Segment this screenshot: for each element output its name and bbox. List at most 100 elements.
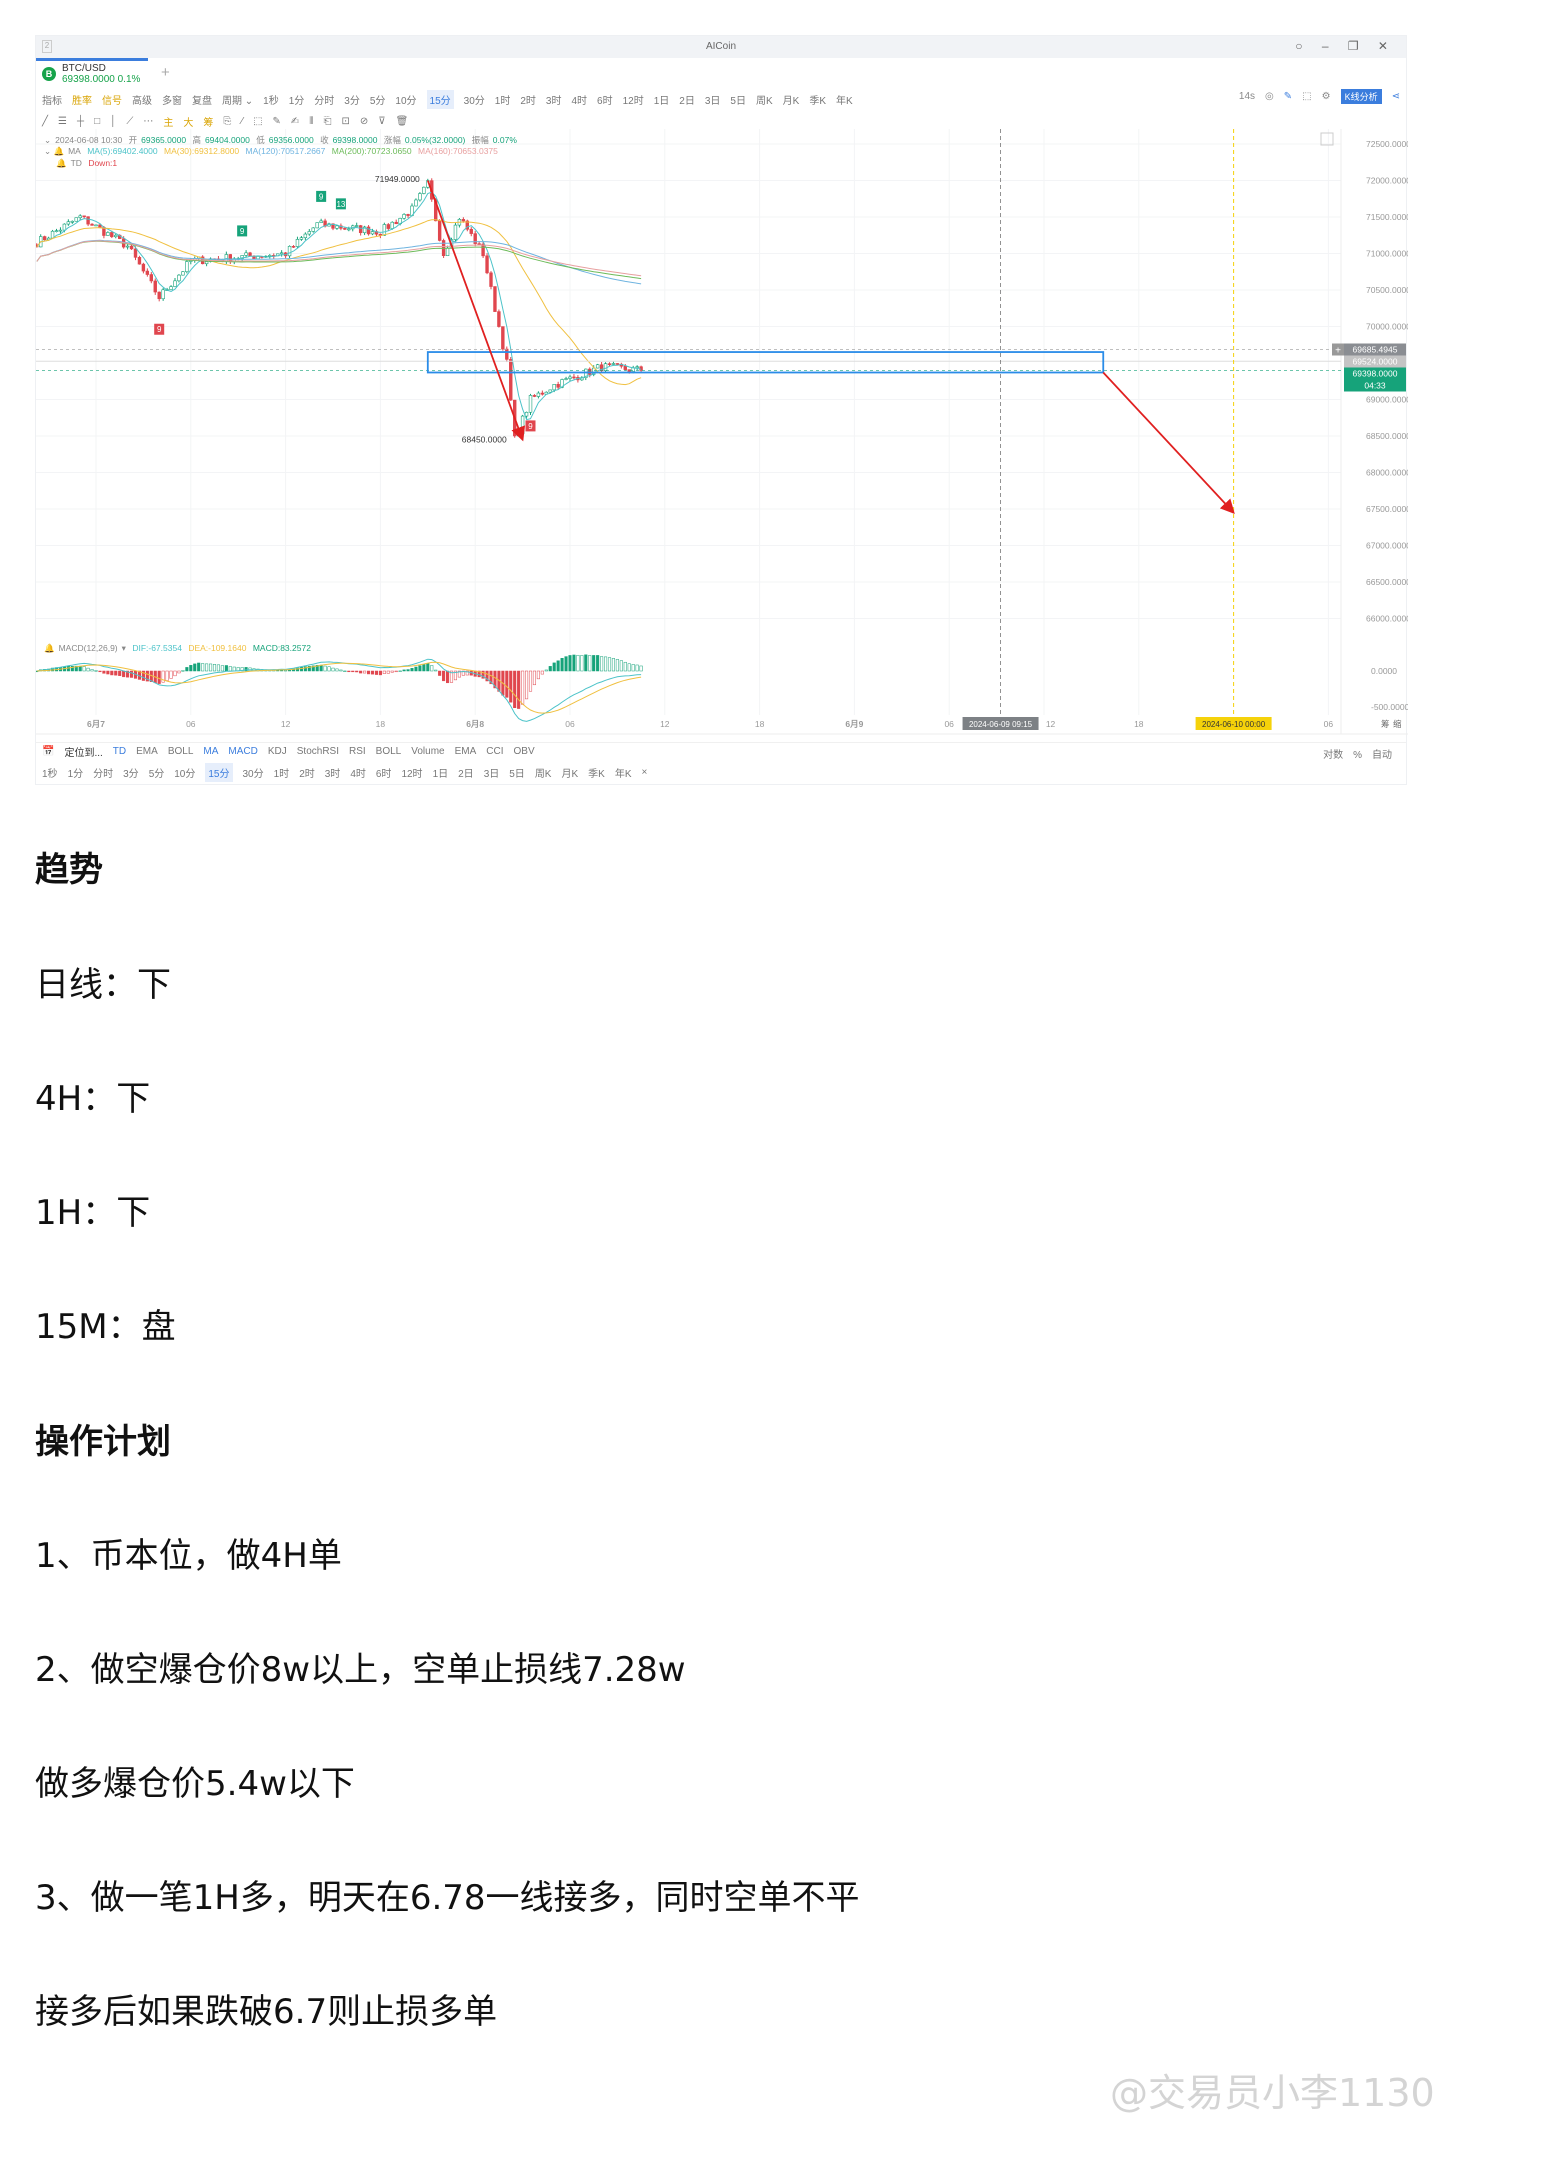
window-icon[interactable]: ⬚ xyxy=(1302,91,1312,102)
period-10[interactable]: 3时 xyxy=(324,768,341,780)
period-11[interactable]: 4时 xyxy=(350,768,366,780)
drawing-tool-icon[interactable]: ⎘ xyxy=(223,115,232,127)
period-6[interactable]: 15分 xyxy=(426,89,454,109)
period-7[interactable]: 30分 xyxy=(242,768,264,780)
period-15[interactable]: 2日 xyxy=(679,95,695,107)
toolbar-item[interactable]: 指标 xyxy=(42,95,62,107)
period-5[interactable]: 10分 xyxy=(395,95,417,107)
period-20[interactable]: 季K xyxy=(809,95,826,107)
period-16[interactable]: 3日 xyxy=(483,768,500,780)
period-8[interactable]: 1时 xyxy=(273,768,290,780)
sub-indicator[interactable]: Volume xyxy=(411,746,445,757)
period-8[interactable]: 1时 xyxy=(494,95,511,107)
drawing-tool-icon[interactable]: 主 xyxy=(163,117,174,129)
drawing-tool-icon[interactable]: ☰ xyxy=(58,115,67,127)
trend-arrow[interactable] xyxy=(426,180,526,442)
period-9[interactable]: 2时 xyxy=(299,768,315,780)
period-0[interactable]: 1秒 xyxy=(263,95,279,107)
add-tab-button[interactable]: + xyxy=(161,64,170,81)
drawing-tool-icon[interactable]: ⎗ xyxy=(323,115,332,127)
sub-indicator[interactable]: StochRSI xyxy=(296,746,339,757)
drawing-tool-icon[interactable]: ⬚ xyxy=(253,115,263,127)
period-7[interactable]: 30分 xyxy=(463,95,485,107)
period-18[interactable]: 周K xyxy=(534,768,552,780)
settings-icon[interactable]: ⚙ xyxy=(1321,91,1331,102)
drawing-tool-icon[interactable]: │ xyxy=(110,115,117,127)
main-indicator[interactable]: EMA xyxy=(136,746,158,757)
period-14[interactable]: 1日 xyxy=(653,95,670,107)
toolbar-item[interactable]: 胜率 xyxy=(72,95,92,107)
axis-option[interactable]: 缩 xyxy=(1393,719,1402,729)
period-19[interactable]: 月K xyxy=(561,768,579,780)
toolbar-item[interactable]: 周期 ⌄ xyxy=(222,95,254,107)
period-9[interactable]: 2时 xyxy=(520,95,536,107)
period-14[interactable]: 1日 xyxy=(432,768,449,780)
price-chart[interactable]: 72500.0000 72000.0000 71500.0000 71000.0000… xyxy=(36,129,1408,749)
camera-icon[interactable]: ◎ xyxy=(1265,91,1274,102)
period-17[interactable]: 5日 xyxy=(730,95,746,107)
toolbar-item[interactable]: 高级 xyxy=(132,95,152,107)
period-10[interactable]: 3时 xyxy=(545,95,562,107)
period-4[interactable]: 5分 xyxy=(148,768,165,780)
period-15[interactable]: 2日 xyxy=(458,768,474,780)
period-16[interactable]: 3日 xyxy=(704,95,721,107)
period-2[interactable]: 分时 xyxy=(93,768,114,780)
period-13[interactable]: 12时 xyxy=(622,95,644,107)
drawing-tool-icon[interactable]: 大 xyxy=(183,117,194,129)
share-icon[interactable]: ⋖ xyxy=(1391,91,1400,102)
period-4[interactable]: 5分 xyxy=(369,95,386,107)
trend-arrow[interactable] xyxy=(1102,371,1235,514)
period-1[interactable]: 1分 xyxy=(288,95,305,107)
crosshair-plus-button[interactable] xyxy=(1332,343,1344,356)
drawing-tool-icon[interactable]: □ xyxy=(94,115,101,127)
drawing-tool-icon[interactable]: 筹 xyxy=(203,117,214,129)
sub-indicator[interactable]: OBV xyxy=(513,746,535,757)
period-2[interactable]: 分时 xyxy=(314,95,335,107)
kline-analysis-button[interactable]: K线分析 xyxy=(1340,89,1382,104)
close-icon[interactable]: × xyxy=(641,766,648,778)
sub-indicator[interactable]: MACD xyxy=(228,746,258,757)
window-controls[interactable]: ○ – ❐ ✕ xyxy=(1295,39,1396,53)
period-18[interactable]: 周K xyxy=(755,95,773,107)
period-12[interactable]: 6时 xyxy=(375,768,392,780)
drawing-tool-icon[interactable]: ✎ xyxy=(272,115,281,127)
period-21[interactable]: 年K xyxy=(614,768,632,780)
drawing-tool-icon[interactable]: ╱ xyxy=(42,115,49,127)
sub-indicator[interactable]: RSI xyxy=(349,746,366,757)
toolbar-item[interactable]: 多窗 xyxy=(162,95,182,107)
period-1[interactable]: 1分 xyxy=(67,768,84,780)
toolbar-item[interactable]: 复盘 xyxy=(192,95,212,107)
drawing-tool-icon[interactable]: ⊡ xyxy=(341,115,350,127)
period-13[interactable]: 12时 xyxy=(401,768,423,780)
drawing-tool-icon[interactable]: ⁄ xyxy=(241,115,244,127)
period-6[interactable]: 15分 xyxy=(205,762,233,782)
period-11[interactable]: 4时 xyxy=(571,95,588,107)
tab-btc-usd[interactable]: B BTC/USD 69398.0000 0.1% xyxy=(36,58,148,90)
axis-option[interactable]: 筹 xyxy=(1381,719,1390,729)
period-17[interactable]: 5日 xyxy=(509,768,525,780)
drawing-tool-icon[interactable]: ⟋ xyxy=(126,115,134,127)
drawing-tool-icon[interactable]: ┼ xyxy=(77,115,85,127)
drawing-tool-icon[interactable]: ⋯ xyxy=(143,115,154,127)
scale-option[interactable]: 自动 xyxy=(1372,750,1392,761)
drawing-tool-icon[interactable]: 🗑 xyxy=(395,115,409,127)
locate-button[interactable]: 定位到... xyxy=(64,748,103,759)
main-indicator[interactable]: MA xyxy=(203,746,219,757)
period-0[interactable]: 1秒 xyxy=(42,768,58,780)
toolbar-item[interactable]: 信号 xyxy=(102,95,122,107)
sub-indicator[interactable]: BOLL xyxy=(375,746,402,757)
drawing-tool-icon[interactable]: ⫴ xyxy=(309,115,314,127)
scale-option[interactable]: % xyxy=(1353,750,1362,761)
main-indicator[interactable]: BOLL xyxy=(167,746,194,757)
sub-indicator[interactable]: CCI xyxy=(486,746,504,757)
calendar-icon[interactable]: 📅 xyxy=(42,746,55,757)
scale-option[interactable]: 对数 xyxy=(1323,750,1344,761)
sub-indicator[interactable]: EMA xyxy=(454,746,477,757)
consolidation-box[interactable] xyxy=(426,351,1105,374)
period-19[interactable]: 月K xyxy=(782,95,800,107)
period-20[interactable]: 季K xyxy=(588,768,605,780)
period-5[interactable]: 10分 xyxy=(174,768,196,780)
sub-indicator[interactable]: KDJ xyxy=(267,746,287,757)
period-12[interactable]: 6时 xyxy=(597,95,613,107)
drawing-tool-icon[interactable]: ✍ xyxy=(290,115,300,127)
